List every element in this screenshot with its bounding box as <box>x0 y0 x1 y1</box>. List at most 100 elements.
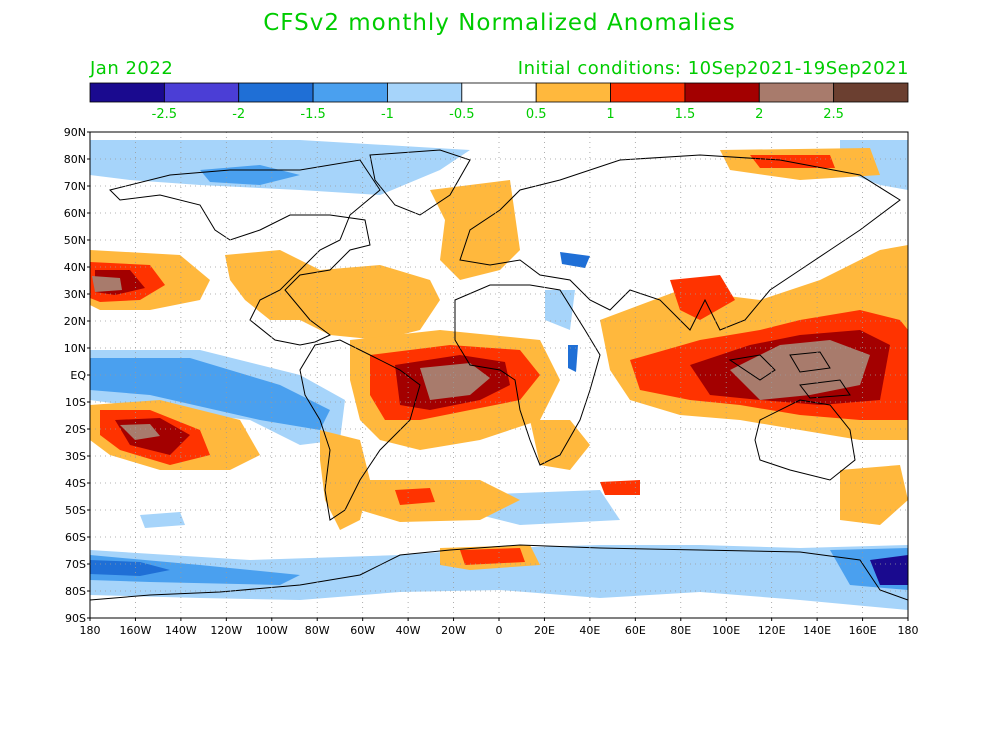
initial-conditions: Initial conditions: 10Sep2021-19Sep2021 <box>517 58 909 79</box>
color-scale-bin <box>89 82 165 103</box>
map-title: CFSv2 monthly Normalized Anomalies <box>263 10 736 36</box>
field-east-africa-darkblue <box>568 345 578 372</box>
antarctica-coast <box>90 544 908 601</box>
longitude-label: 20E <box>534 624 555 637</box>
longitude-label: 80W <box>305 624 330 637</box>
color-scale-bin <box>758 82 835 103</box>
anomaly-fields <box>90 140 908 610</box>
color-scale-bin <box>833 82 909 103</box>
longitude-label: 0 <box>496 624 503 637</box>
longitude-label: 160E <box>849 624 877 637</box>
latitude-label: 10N <box>64 342 86 355</box>
latitude-labels: 90N 80N 70N 60N 50N 40N 30N 20N 10N EQ 10S 20S 30S 40… <box>64 126 90 625</box>
latitude-label: 80N <box>64 153 86 166</box>
latitude-label: 10S <box>65 396 86 409</box>
field-south-pacific-brown <box>120 424 160 440</box>
latitude-label: 70N <box>64 180 86 193</box>
field-atlantic-brown <box>420 363 490 400</box>
longitude-label: 80E <box>670 624 691 637</box>
color-scale-bin <box>387 82 463 103</box>
field-red-sea-blue <box>545 290 575 330</box>
latitude-label: 50N <box>64 234 86 247</box>
color-scale-label: -1 <box>381 107 394 122</box>
longitude-label: 40W <box>396 624 421 637</box>
color-scale-label: -2.5 <box>152 107 177 122</box>
color-scale-bin <box>610 82 686 103</box>
color-scale-bar <box>89 82 909 103</box>
longitude-label: 100W <box>256 624 288 637</box>
field-arctic-blue <box>90 140 470 195</box>
field-tropical-pacific-midblue <box>90 358 330 430</box>
field-ross-sea-deepblue <box>870 555 908 585</box>
latitude-label: 40S <box>65 477 86 490</box>
australia-coast <box>754 399 856 481</box>
longitude-label: 120W <box>210 624 242 637</box>
latitude-label: 20N <box>64 315 86 328</box>
africa-coast <box>454 284 601 466</box>
field-southern-ocean-red1 <box>395 488 435 505</box>
field-antarctic-midblue <box>90 555 300 585</box>
field-south-america-orange <box>320 430 370 530</box>
longitude-label: 60W <box>350 624 375 637</box>
color-scale-label: 1.5 <box>675 107 696 122</box>
field-arctic-red <box>750 155 835 168</box>
color-scale-label: -1.5 <box>300 107 325 122</box>
longitude-label: 40E <box>579 624 600 637</box>
longitude-label: 20W <box>441 624 466 637</box>
longitude-label: 180 <box>80 624 101 637</box>
field-africa-south-orange <box>530 420 590 470</box>
field-north-pacific-brown <box>92 276 122 292</box>
longitude-label: 120E <box>758 624 786 637</box>
latitude-label: 40N <box>64 261 86 274</box>
color-scale-label: 2.5 <box>823 107 844 122</box>
maritime-islands <box>728 351 851 399</box>
north-america-coast <box>109 159 381 346</box>
longitude-label: 140W <box>165 624 197 637</box>
field-southern-ocean-red2 <box>600 480 640 495</box>
longitude-label: 100E <box>712 624 740 637</box>
field-tasman-orange <box>840 465 908 525</box>
latitude-label: EQ <box>70 369 86 382</box>
latitude-label: 90N <box>64 126 86 139</box>
color-scale-label: 2 <box>755 107 763 122</box>
field-black-sea-darkblue <box>560 252 590 268</box>
latitude-label: 50S <box>65 504 86 517</box>
south-america-coast <box>299 339 421 521</box>
color-scale-bin <box>535 82 611 103</box>
color-scale-label: -0.5 <box>449 107 474 122</box>
field-south-pacific-blue <box>140 512 185 528</box>
color-scale-bin <box>461 82 537 103</box>
latitude-label: 60S <box>65 531 86 544</box>
latitude-label: 30N <box>64 288 86 301</box>
longitude-label: 140E <box>803 624 831 637</box>
lat-lon-grid <box>90 132 908 618</box>
forecast-month: Jan 2022 <box>90 58 174 79</box>
latitude-label: 80S <box>65 585 86 598</box>
latitude-label: 60N <box>64 207 86 220</box>
latitude-label: 20S <box>65 423 86 436</box>
field-north-america-orange <box>225 250 440 340</box>
eurasia-coast <box>459 154 901 331</box>
latitude-label: 90S <box>65 612 86 625</box>
latitude-label: 30S <box>65 450 86 463</box>
field-maritime-brown <box>730 340 870 400</box>
longitude-label: 180 <box>898 624 919 637</box>
field-weddell-red <box>460 548 525 565</box>
field-north-atlantic-orange <box>430 180 520 280</box>
longitude-label: 160W <box>120 624 152 637</box>
color-scale-label: -2 <box>232 107 245 122</box>
field-india-red <box>670 275 735 320</box>
coastlines <box>90 149 908 601</box>
longitude-labels: 180 160W 140W 120W 100W 80W 60W 40W 20W 0 20E 40E 60… <box>80 618 919 637</box>
color-scale-bin <box>684 82 760 103</box>
longitude-label: 60E <box>625 624 646 637</box>
color-scale-bin <box>163 82 240 103</box>
greenland-coast <box>369 149 471 216</box>
color-scale-label: 0.5 <box>526 107 547 122</box>
color-scale-bin <box>312 82 388 103</box>
color-scale-bin <box>238 82 314 103</box>
color-scale-label: 1 <box>606 107 614 122</box>
latitude-label: 70S <box>65 558 86 571</box>
color-scale-labels: -2.5 -2 -1.5 -1 -0.5 0.5 1 1.5 2 2.5 <box>152 107 844 122</box>
